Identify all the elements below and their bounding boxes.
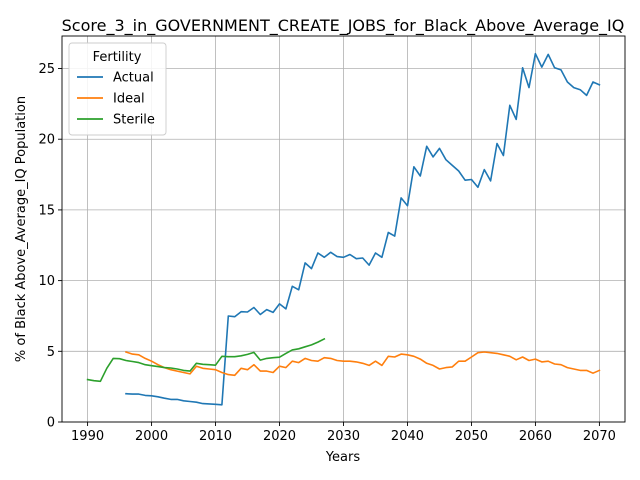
legend-label-actual: Actual (113, 71, 154, 86)
x-axis-ticks: 1990 2000 2010 2020 2030 2040 2050 2060 2070 (71, 422, 616, 444)
x-tick-label: 2010 (199, 429, 232, 444)
series-line-ideal (124, 350, 601, 377)
y-tick-label: 10 (38, 274, 55, 289)
y-tick-label: 5 (47, 345, 55, 360)
series-group (86, 52, 601, 406)
x-tick-label: 2020 (263, 429, 296, 444)
chart-title: Score_3_in_GOVERNMENT_CREATE_JOBS_for_Bl… (62, 16, 625, 36)
legend-label-sterile: Sterile (113, 113, 155, 128)
x-tick-label: 2000 (135, 429, 168, 444)
y-tick-label: 0 (47, 416, 55, 431)
x-tick-label: 2030 (327, 429, 360, 444)
x-tick-label: 2040 (391, 429, 424, 444)
legend-title: Fertility (93, 50, 142, 65)
legend-entries: Actual Ideal Sterile (77, 71, 155, 128)
x-tick-label: 2060 (519, 429, 552, 444)
series-line-sterile (86, 337, 326, 383)
y-tick-label: 20 (38, 133, 55, 148)
legend-label-ideal: Ideal (113, 92, 145, 107)
y-tick-label: 15 (38, 203, 55, 218)
y-axis-ticks: 0 5 10 15 20 25 (38, 62, 62, 431)
x-tick-label: 2050 (455, 429, 488, 444)
y-axis-label: % of Black Above_Average_IQ Population (14, 96, 29, 362)
legend-frame (68, 42, 167, 136)
series-line-actual (125, 52, 601, 406)
x-tick-label: 2070 (583, 429, 616, 444)
legend: Fertility Actual Ideal Sterile (68, 42, 167, 136)
x-axis-label: Years (325, 450, 361, 465)
x-tick-label: 1990 (71, 429, 104, 444)
y-tick-label: 25 (38, 62, 55, 77)
